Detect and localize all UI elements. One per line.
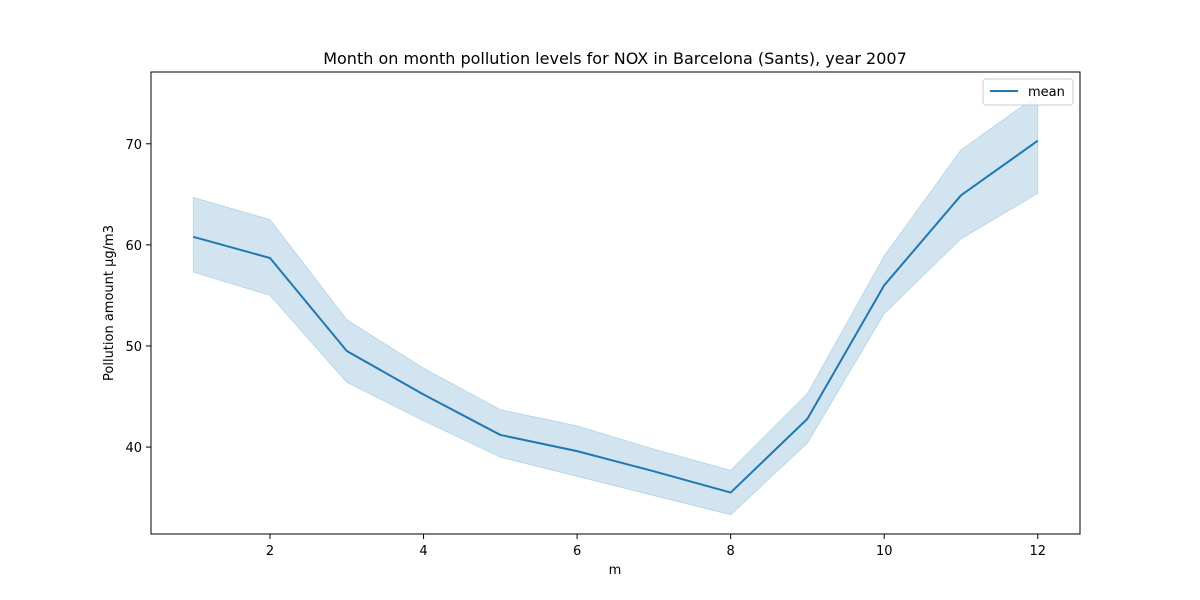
legend-box: [982, 78, 1074, 106]
y-tick-label: 50: [125, 340, 142, 355]
x-axis-label: m: [609, 563, 622, 578]
series-line-mean: [192, 139, 1039, 494]
confidence-band-mean: [192, 94, 1039, 516]
x-tick-label: 8: [727, 544, 735, 559]
x-tick-label: 12: [1029, 544, 1046, 559]
plot-area-frame: [150, 71, 1081, 535]
chart-title: Month on month pollution levels for NOX …: [323, 49, 907, 68]
y-tick-label: 40: [125, 441, 142, 456]
legend: mean: [982, 78, 1074, 106]
x-tick-label: 4: [419, 544, 427, 559]
y-tick-label: 70: [125, 138, 142, 153]
x-tick-label: 6: [573, 544, 581, 559]
y-tick-label: 60: [125, 239, 142, 254]
legend-label-mean: mean: [1028, 85, 1065, 100]
y-axis-label: Pollution amount µg/m3: [102, 225, 117, 381]
x-tick-label: 2: [266, 544, 274, 559]
x-tick-label: 10: [876, 544, 893, 559]
